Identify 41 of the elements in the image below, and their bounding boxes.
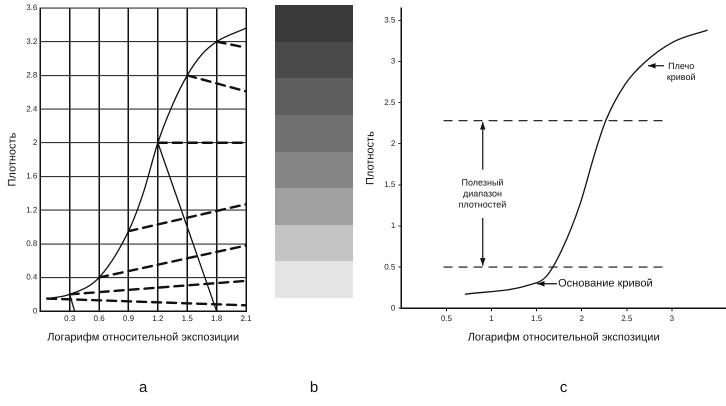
- annotation: Полезный диапазон плотностей: [458, 177, 506, 210]
- text: a: [138, 379, 148, 396]
- annotation: Основание кривой: [558, 278, 653, 290]
- y-tick-label: 2.4: [26, 104, 38, 114]
- y-tick-label: 2.8: [26, 70, 38, 80]
- y-tick-label: 0: [32, 306, 38, 316]
- x-tick-label: 0.5: [440, 314, 453, 324]
- x-tick-label: 1.5: [531, 314, 543, 324]
- y-axis-title: Плотность: [364, 130, 377, 186]
- y-tick-label: 0.8: [26, 239, 38, 248]
- text: c: [560, 379, 568, 396]
- x-axis-title: Логарифм относительной экспозиции: [468, 331, 660, 344]
- y-tick-label: 3: [390, 56, 396, 66]
- x-tick-label: 3: [670, 314, 675, 324]
- y-tick-label: 1.2: [26, 205, 38, 214]
- y-tick-label: 2: [390, 138, 396, 148]
- x-tick-label: 0.3: [64, 314, 76, 324]
- x-tick-label: 0.9: [122, 314, 135, 324]
- x-tick-label: 2.5: [621, 314, 633, 324]
- y-tick-label: 1: [390, 221, 396, 230]
- y-tick-label: 0.4: [26, 272, 38, 282]
- annotation: Плечо кривой: [666, 61, 696, 82]
- x-tick-label: 2.1: [240, 314, 252, 324]
- x-tick-label: 1.2: [152, 314, 164, 324]
- x-tick-label: 2: [579, 314, 584, 324]
- x-tick-label: 0.6: [94, 314, 106, 324]
- x-tick-label: 1.8: [211, 314, 223, 324]
- y-tick-label: 2: [32, 138, 38, 147]
- y-tick-label: 2.5: [384, 98, 396, 107]
- x-tick-label: 1: [489, 314, 494, 324]
- y-tick-label: 3.5: [384, 16, 396, 25]
- x-axis-title: Логарифм относительной экспозиции: [47, 331, 240, 344]
- x-tick-label: 1.5: [182, 314, 194, 324]
- y-axis-title: Плотность: [6, 132, 19, 187]
- y-tick-label: 0.5: [384, 262, 396, 272]
- text: b: [310, 379, 318, 396]
- y-tick-label: 3.2: [26, 36, 38, 46]
- y-tick-label: 0: [390, 303, 396, 312]
- y-tick-label: 3.6: [26, 3, 38, 12]
- y-tick-label: 1.5: [384, 180, 396, 190]
- y-tick-label: 1.6: [26, 172, 38, 181]
